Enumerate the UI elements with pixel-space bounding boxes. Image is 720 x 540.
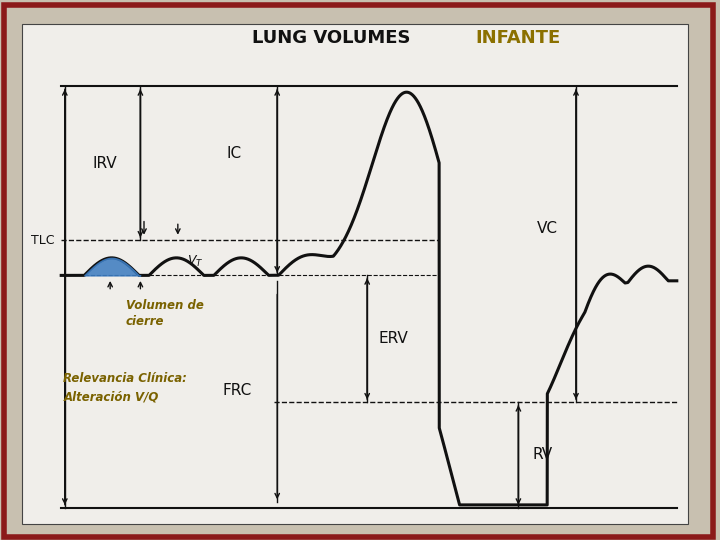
Text: cierre: cierre: [126, 315, 164, 328]
Text: RV: RV: [533, 448, 553, 462]
Text: IC: IC: [226, 146, 242, 161]
Text: FRC: FRC: [222, 383, 252, 398]
Text: TLC: TLC: [30, 234, 54, 247]
Text: Volumen de: Volumen de: [126, 299, 204, 312]
Text: $V_T$: $V_T$: [187, 254, 204, 269]
Text: Alteración V/Q: Alteración V/Q: [63, 390, 158, 403]
Text: LUNG VOLUMES: LUNG VOLUMES: [252, 29, 410, 47]
Text: Relevancia Clínica:: Relevancia Clínica:: [63, 372, 187, 384]
Text: INFANTE: INFANTE: [476, 29, 561, 47]
Text: VC: VC: [536, 221, 558, 235]
Text: ERV: ERV: [378, 332, 408, 346]
Text: IRV: IRV: [92, 156, 117, 171]
